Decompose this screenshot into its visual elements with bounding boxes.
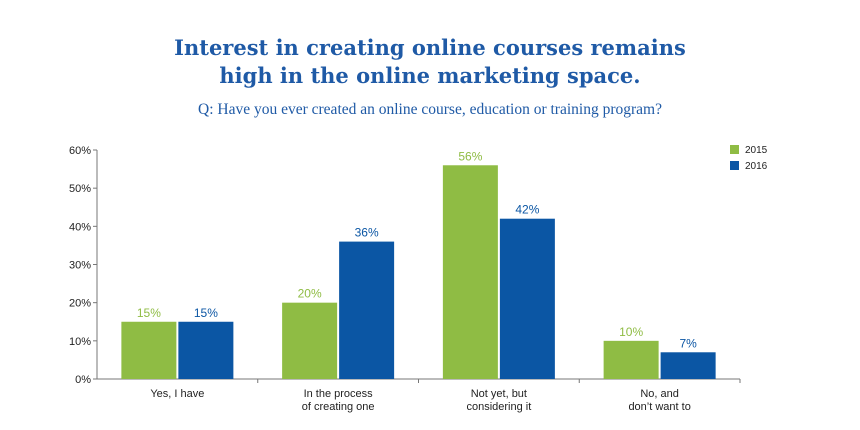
x-category-label: No, and bbox=[640, 388, 679, 400]
data-label-2016: 7% bbox=[679, 336, 697, 350]
bar-2016 bbox=[339, 241, 395, 379]
bar-2016 bbox=[178, 321, 234, 379]
y-tick-label: 20% bbox=[69, 298, 91, 310]
bar-2015 bbox=[442, 165, 498, 379]
bar-2015 bbox=[121, 321, 177, 379]
bar-2015 bbox=[282, 302, 338, 379]
x-category-label: Not yet, but bbox=[471, 388, 527, 400]
x-category-label: considering it bbox=[466, 401, 531, 413]
y-tick-label: 0% bbox=[75, 374, 91, 386]
data-label-2016: 36% bbox=[355, 226, 379, 240]
chart-subtitle: Q: Have you ever created an online cours… bbox=[198, 101, 662, 118]
data-label-2015: 20% bbox=[298, 287, 322, 301]
data-label-2015: 56% bbox=[458, 149, 482, 163]
bar-2016 bbox=[660, 352, 716, 379]
x-category-label: don’t want to bbox=[628, 401, 690, 413]
bar-2015 bbox=[603, 340, 659, 379]
data-label-2016: 15% bbox=[194, 306, 218, 320]
y-tick-label: 40% bbox=[69, 221, 91, 233]
legend-label-2015: 2015 bbox=[745, 145, 768, 156]
data-label-2016: 42% bbox=[515, 203, 539, 217]
y-tick-label: 50% bbox=[69, 183, 91, 195]
data-label-2015: 10% bbox=[619, 325, 643, 339]
y-tick-label: 60% bbox=[69, 145, 91, 157]
legend-swatch-2015 bbox=[730, 145, 739, 154]
chart-title-line-2: high in the online marketing space. bbox=[219, 63, 641, 88]
x-category-label: of creating one bbox=[302, 401, 375, 413]
legend-swatch-2016 bbox=[730, 161, 739, 170]
x-category-label: In the process bbox=[304, 388, 374, 400]
legend-label-2016: 2016 bbox=[745, 161, 768, 172]
x-category-label: Yes, I have bbox=[150, 388, 204, 400]
y-tick-label: 10% bbox=[69, 336, 91, 348]
chart-title: Interest in creating online courses rema… bbox=[0, 34, 860, 90]
chart-title-line-1: Interest in creating online courses rema… bbox=[174, 35, 686, 60]
y-tick-label: 30% bbox=[69, 260, 91, 272]
data-label-2015: 15% bbox=[137, 306, 161, 320]
bar-2016 bbox=[499, 218, 555, 379]
